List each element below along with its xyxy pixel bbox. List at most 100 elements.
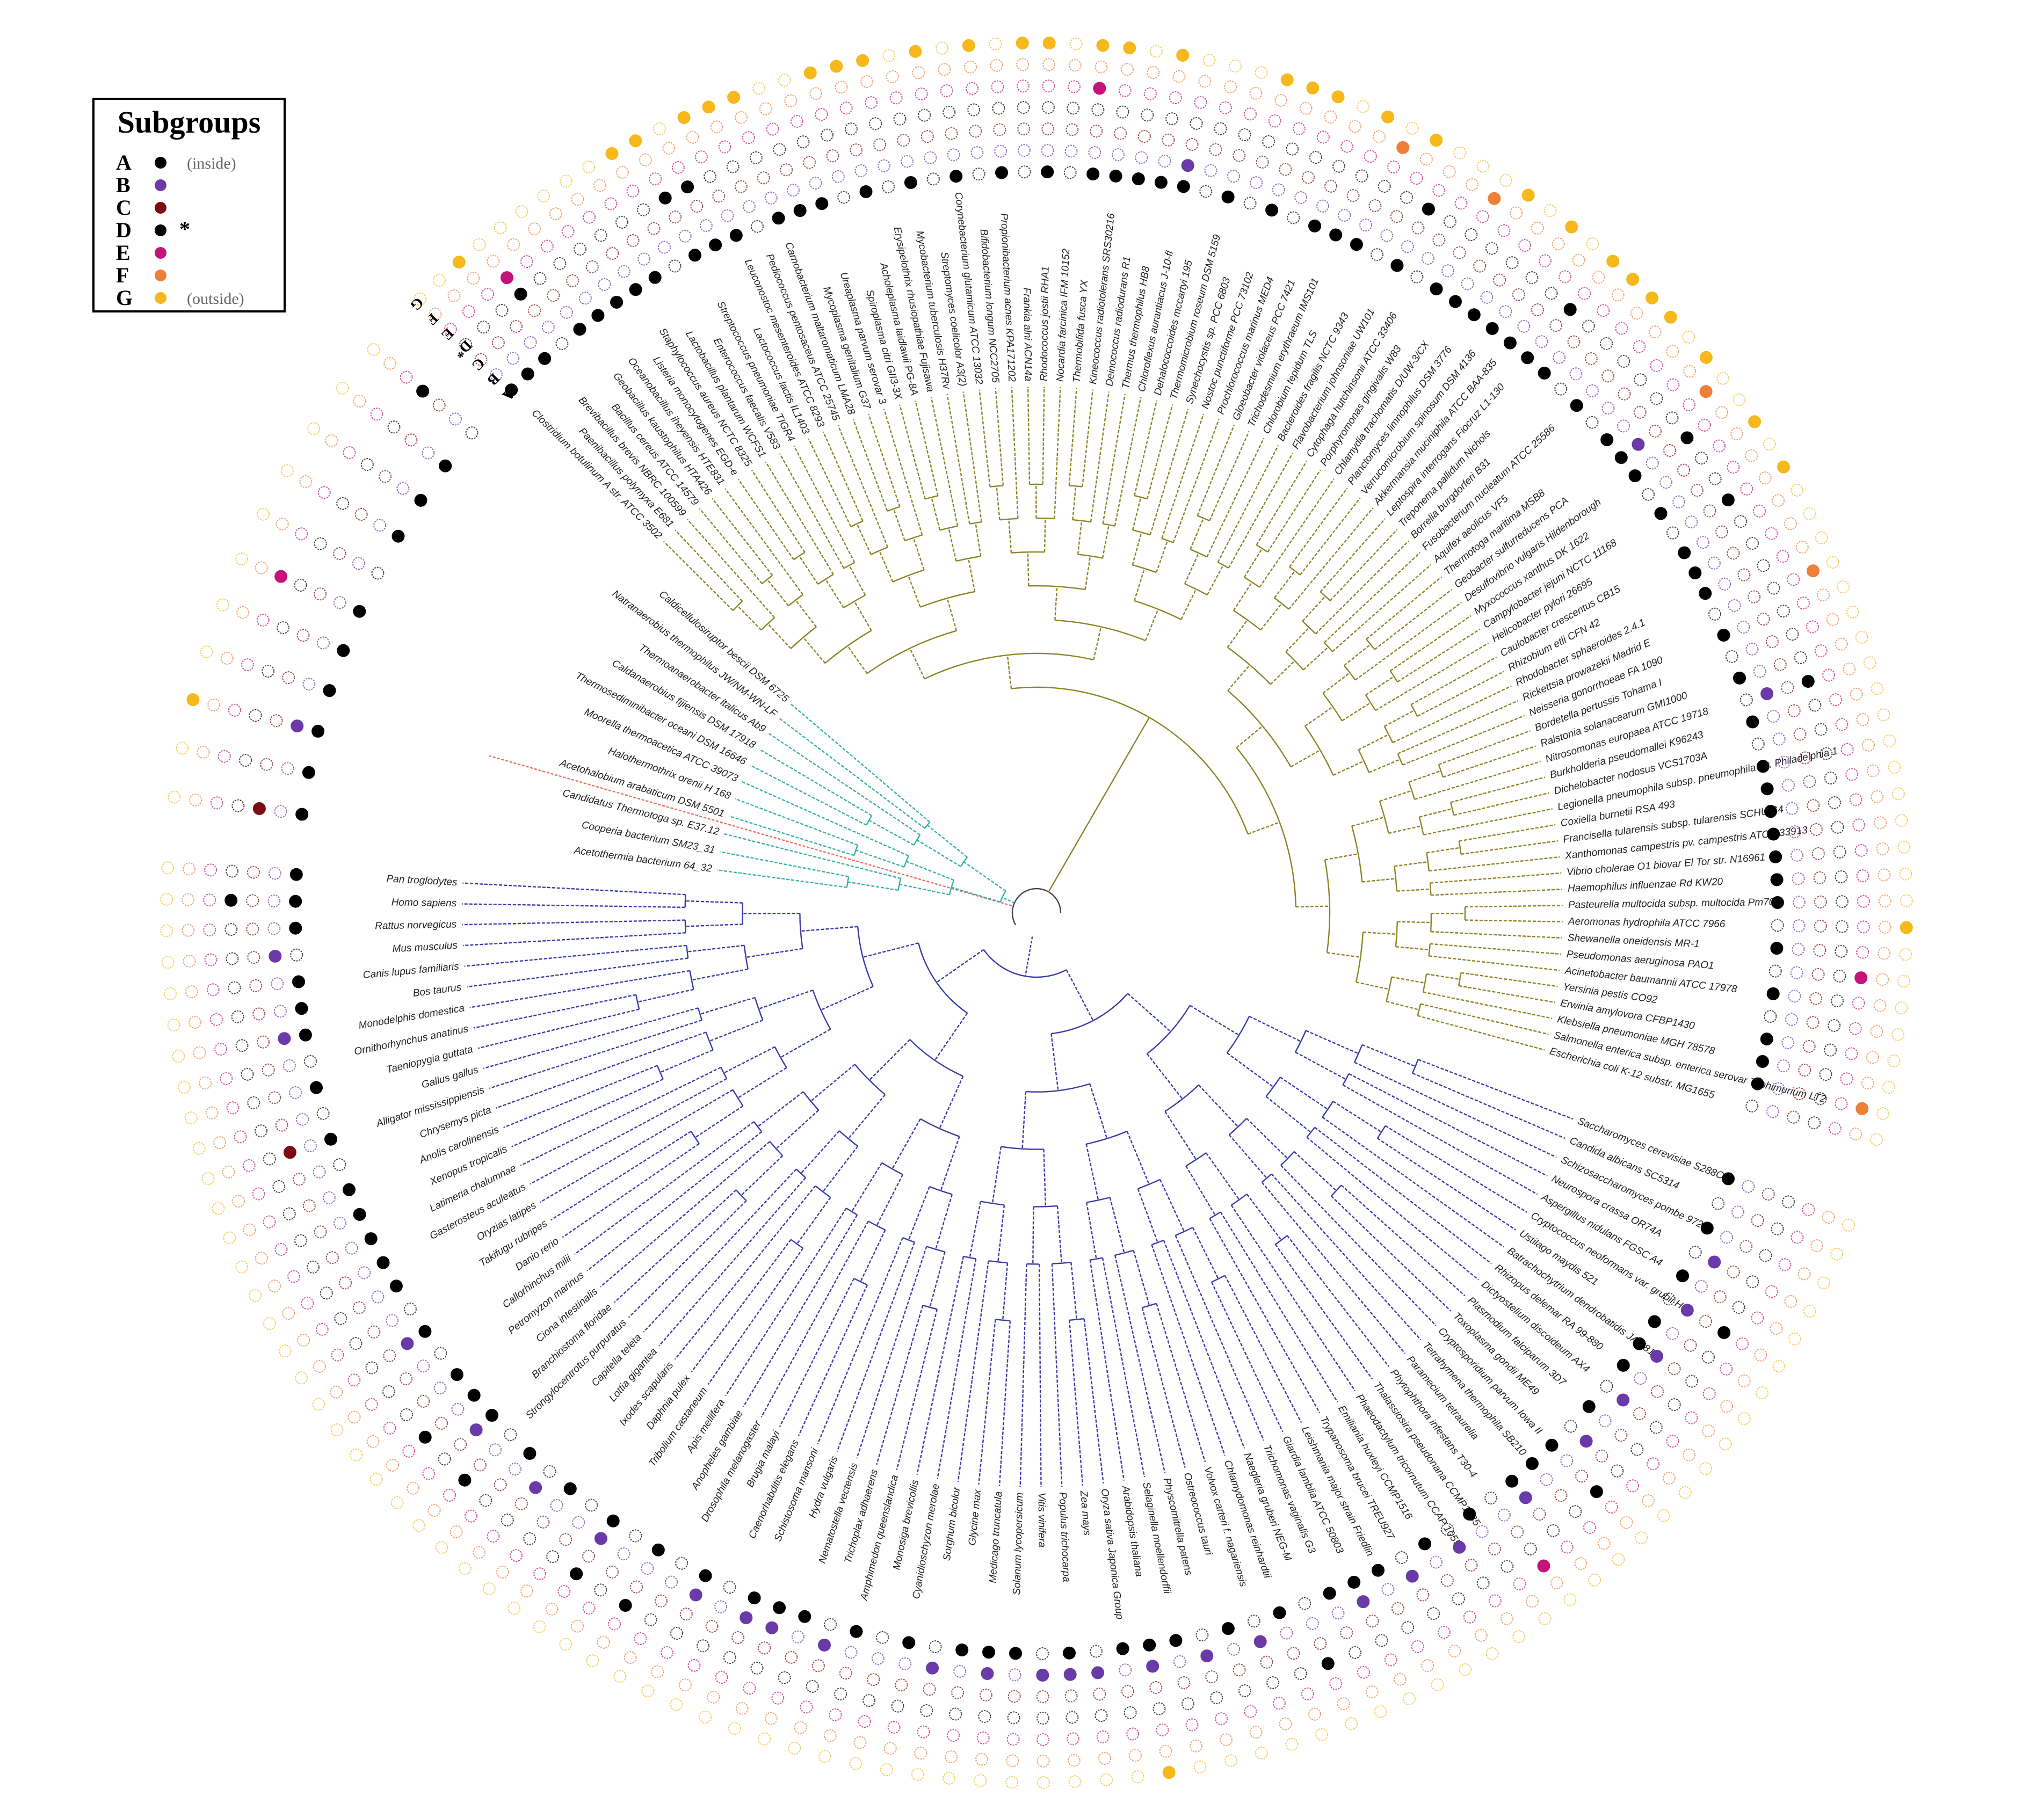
olive-clade-branch (1274, 570, 1295, 599)
subgroup-marker (239, 754, 252, 767)
subgroup-marker (274, 570, 288, 583)
subgroup-marker (1895, 814, 1908, 827)
subgroup-marker (1612, 1553, 1625, 1566)
subgroup-marker (1410, 270, 1424, 283)
olive-clade-branch (1375, 642, 1489, 711)
legend-entry-c: C (116, 196, 282, 220)
subgroup-marker (750, 1661, 764, 1675)
cyan-clade-branch (856, 849, 904, 868)
blue-clade-branch (540, 1089, 734, 1203)
subgroup-marker (204, 953, 218, 966)
legend-entry-e: E (116, 241, 282, 265)
blue-clade-node (791, 1239, 803, 1249)
subgroup-marker (434, 1347, 447, 1360)
subgroup-marker (835, 81, 848, 94)
subgroup-marker (1329, 228, 1343, 242)
subgroup-marker (586, 1654, 599, 1668)
subgroup-marker (1600, 337, 1613, 350)
olive-clade-branch (825, 579, 844, 608)
subgroup-marker (758, 1641, 771, 1655)
subgroup-marker (1811, 968, 1825, 981)
subgroup-marker (758, 1732, 771, 1746)
olive-clade-branch (1450, 776, 1546, 803)
subgroup-marker (1121, 63, 1134, 76)
subgroup-marker (256, 614, 270, 627)
olive-clade-branch (1431, 931, 1562, 939)
subgroup-marker (523, 1447, 537, 1460)
subgroup-marker (184, 1111, 198, 1125)
subgroup-marker (671, 161, 685, 174)
blue-clade-branch (1280, 1165, 1437, 1326)
blue-clade-branch (1230, 1204, 1356, 1392)
subgroup-marker (634, 1632, 647, 1645)
subgroup-marker (1584, 352, 1598, 365)
subgroup-marker (1220, 1733, 1233, 1747)
blue-clade-branch (1151, 1244, 1226, 1456)
legend-note: (inside) (187, 155, 236, 172)
olive-clade-branch (1285, 627, 1310, 652)
subgroup-marker (550, 1499, 563, 1512)
subgroup-marker (1817, 1276, 1830, 1290)
subgroup-marker (1634, 1372, 1647, 1385)
subgroup-marker (1713, 1290, 1727, 1304)
subgroup-marker (1702, 1387, 1716, 1400)
olive-clade-branch (1161, 413, 1205, 539)
subgroup-marker (815, 197, 829, 210)
subgroup-marker (867, 1673, 880, 1686)
subgroup-marker (1540, 1473, 1553, 1486)
subgroup-marker (1650, 392, 1663, 405)
blue-clade-branch (800, 1130, 840, 1174)
subgroup-marker (1153, 1702, 1166, 1715)
subgroup-marker (1441, 1523, 1454, 1536)
subgroup-marker (1878, 895, 1891, 908)
cyan-clade-branch (735, 798, 858, 846)
subgroup-marker (334, 1217, 346, 1230)
subgroup-marker (1751, 737, 1765, 751)
subgroup-marker (435, 1416, 448, 1430)
olive-clade-branch (1344, 644, 1371, 666)
blue-clade-branch (1051, 1263, 1063, 1487)
olive-clade-branch (712, 498, 773, 576)
olive-clade-branch (737, 478, 794, 561)
subgroup-marker (721, 209, 734, 222)
olive-clade-node (843, 562, 855, 569)
subgroup-marker (1499, 174, 1512, 187)
subgroup-marker (304, 1139, 317, 1152)
subgroup-marker (678, 1678, 692, 1692)
blue-clade-branch (1114, 1255, 1166, 1473)
taxon-label: Gallus gallus (421, 1064, 480, 1091)
blue-clade-branch (1342, 1084, 1538, 1195)
subgroup-marker (469, 1423, 483, 1437)
subgroup-marker (1068, 59, 1082, 72)
subgroup-marker (1007, 1690, 1021, 1703)
subgroup-marker (485, 1409, 498, 1422)
cyan-clade-node (866, 815, 873, 826)
subgroup-marker (1037, 1733, 1050, 1746)
subgroup-marker (1798, 1064, 1811, 1077)
legend-entry-g: G (outside) (116, 286, 282, 310)
subgroup-marker (573, 323, 586, 336)
subgroup-marker (1809, 823, 1823, 836)
blue-clade-branch (1261, 1182, 1406, 1354)
blue-clade-branch (1146, 1053, 1183, 1100)
subgroup-marker (1835, 718, 1849, 731)
subgroup-marker (1128, 1749, 1142, 1762)
blue-clade-branch (1274, 1244, 1373, 1380)
subgroup-marker (1730, 427, 1744, 440)
subgroup-marker (249, 1289, 262, 1302)
subgroup-marker (1302, 171, 1315, 184)
cyan-clade-branch (916, 839, 961, 867)
subgroup-marker (1712, 1197, 1725, 1210)
olive-clade-branch (1402, 715, 1525, 766)
subgroup-marker (1199, 185, 1213, 198)
subgroup-marker (323, 684, 336, 697)
subgroup-marker (1795, 540, 1809, 554)
olive-clade-branch (1304, 706, 1333, 727)
olive-clade-branch (1180, 588, 1197, 620)
olive-clade-branch (1027, 552, 1030, 586)
subgroup-marker (1877, 708, 1890, 722)
subgroup-marker (811, 1659, 825, 1672)
subgroup-marker (255, 1252, 268, 1265)
olive-clade-branch (1409, 770, 1441, 783)
olive-clade-branch (686, 519, 775, 618)
